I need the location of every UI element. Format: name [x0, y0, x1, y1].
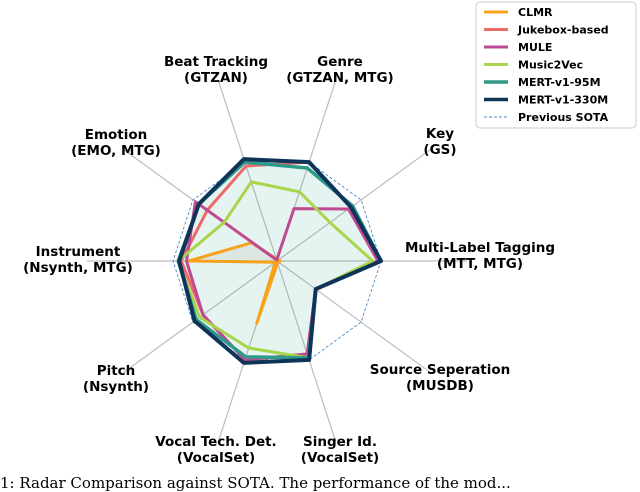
axis-label-line: Singer Id.: [303, 434, 377, 450]
axis-label-key: Key (GS): [423, 126, 456, 158]
axis-label-line: Emotion: [85, 127, 148, 143]
legend-label-mert-v1-330m: MERT-v1-330M: [518, 94, 608, 107]
axis-label-genre: Genre (GTZAN, MTG): [286, 54, 393, 86]
axis-label-line: (VocalSet): [301, 450, 379, 466]
legend-label-mert-v1-95m: MERT-v1-95M: [518, 76, 601, 89]
series-line-previous-sota: [172, 161, 382, 361]
axis-label-vocal-tech-det: Vocal Tech. Det. (VocalSet): [155, 434, 276, 466]
axis-label-multi-label-tagging: Multi-Label Tagging (MTT, MTG): [405, 240, 555, 272]
axis-label-emotion: Emotion (EMO, MTG): [71, 127, 161, 159]
axis-label-line: (EMO, MTG): [71, 143, 161, 159]
axis-label-line: (GS): [423, 142, 456, 158]
legend-box: [475, 1, 637, 129]
series-fill-clmr: [188, 242, 281, 324]
legend-label-music2vec: Music2Vec: [518, 59, 583, 72]
legend-label-previous-sota: Previous SOTA: [518, 111, 609, 124]
axis-label-line: Genre: [317, 54, 363, 70]
axis-label-line: Multi-Label Tagging: [405, 240, 555, 256]
axis-label-line: (MTT, MTG): [437, 256, 523, 272]
axis-label-line: (MUSDB): [406, 378, 474, 394]
axis-label-pitch: Pitch (Nsynth): [83, 363, 149, 395]
axis-label-line: (GTZAN, MTG): [286, 70, 393, 86]
axis-label-source-seperation: Source Seperation (MUSDB): [370, 362, 511, 394]
spoke-source-seperation: [276, 260, 432, 374]
radar-series-lines: [172, 157, 383, 365]
axis-label-line: Source Seperation: [370, 362, 511, 378]
axis-label-line: (GTZAN): [184, 70, 248, 86]
legend-label-jukebox-based: Jukebox-based: [517, 24, 609, 37]
axis-label-line: Key: [426, 126, 454, 142]
axis-label-instrument: Instrument (Nsynth, MTG): [23, 244, 133, 276]
legend: CLMR Jukebox-based MULE Music2Vec MERT-v1-95…: [475, 1, 637, 129]
axis-labels: Multi-Label Tagging (MTT, MTG) Key (GS) Genr…: [23, 54, 555, 466]
axis-label-line: Instrument: [36, 244, 121, 260]
axis-label-line: Beat Tracking: [164, 54, 268, 70]
axis-label-line: (Nsynth): [83, 379, 149, 395]
axis-label-line: (Nsynth, MTG): [23, 260, 133, 276]
legend-label-clmr: CLMR: [518, 6, 553, 19]
axis-label-singer-id: Singer Id. (VocalSet): [301, 434, 379, 466]
figure-caption: 1: Radar Comparison against SOTA. The pe…: [0, 474, 511, 492]
axis-label-beat-tracking: Beat Tracking (GTZAN): [164, 54, 268, 86]
axis-label-line: (VocalSet): [177, 450, 255, 466]
spoke-beat-tracking: [217, 80, 278, 262]
series-line-mert-v1-330m: [177, 157, 383, 365]
axis-label-line: Pitch: [97, 363, 136, 379]
axis-label-line: Vocal Tech. Det.: [155, 434, 276, 450]
legend-label-mule: MULE: [518, 41, 552, 54]
